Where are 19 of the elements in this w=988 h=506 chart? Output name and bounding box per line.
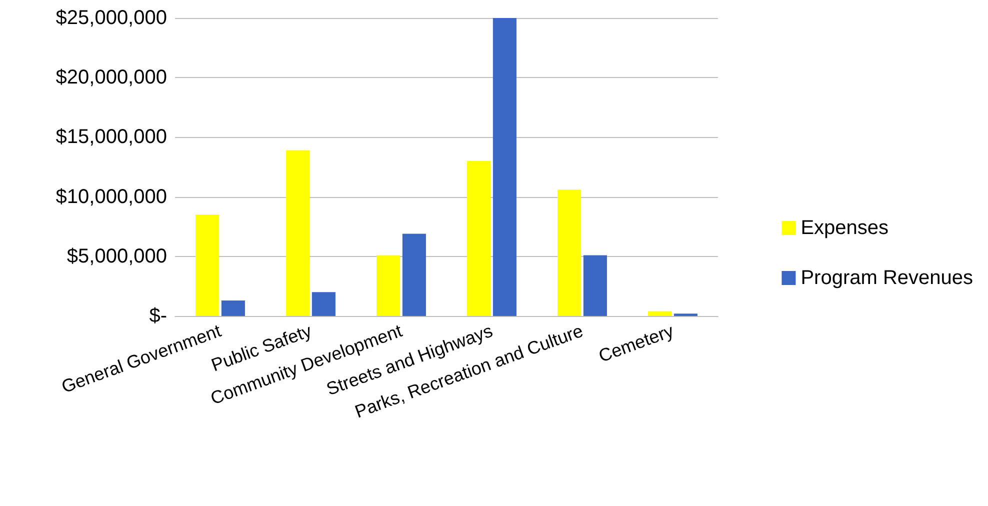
legend-label: Program Revenues [800, 267, 974, 289]
bar [558, 190, 582, 316]
y-tick-label: $15,000,000 [56, 126, 167, 148]
bar [648, 311, 672, 316]
bar [312, 292, 336, 316]
bar [402, 234, 426, 316]
bar [467, 161, 491, 316]
y-tick-label: $10,000,000 [56, 186, 167, 208]
bar [376, 255, 400, 316]
bar [221, 300, 245, 316]
y-tick-label: $25,000,000 [56, 7, 167, 29]
legend-label: Expenses [800, 217, 889, 239]
y-tick-label: $- [149, 305, 167, 327]
bar [196, 214, 220, 316]
bar [492, 18, 516, 316]
y-tick-label: $5,000,000 [66, 245, 167, 268]
bar [583, 255, 607, 316]
y-tick-label: $20,000,000 [56, 66, 167, 89]
bar [286, 150, 310, 316]
